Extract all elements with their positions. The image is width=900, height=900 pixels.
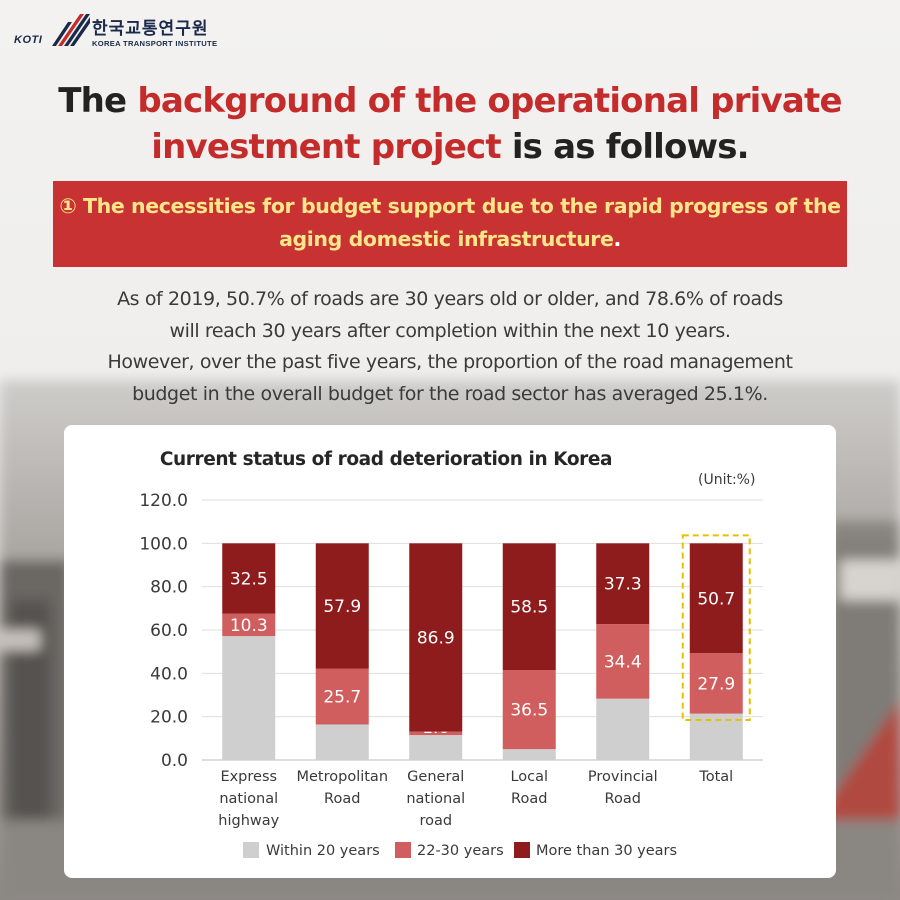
legend-swatch: [514, 842, 530, 858]
legend-label: Within 20 years: [266, 843, 380, 859]
data-label: 25.7: [323, 688, 361, 708]
headline-highlight: background of the operational private in…: [137, 81, 842, 167]
paragraph-line-2: will reach 30 years after completion wit…: [169, 319, 731, 342]
x-category-label: Metropolitan: [296, 769, 388, 785]
bar-segment: [315, 543, 369, 669]
legend-swatch: [243, 842, 259, 858]
legend-label: 22-30 years: [417, 843, 504, 859]
paragraph-line-3: However, over the past five years, the p…: [107, 351, 793, 373]
legend-label: More than 30 years: [536, 843, 677, 859]
x-category-label: highway: [218, 813, 279, 829]
bar-segment: [222, 543, 276, 614]
highlight-box-total: [681, 534, 751, 721]
bar-segment: [596, 698, 650, 760]
x-category-label: Road: [324, 791, 360, 807]
x-category-label: Road: [511, 791, 547, 807]
y-tick-label: 120.0: [139, 491, 188, 511]
bar-segment: [315, 668, 369, 725]
data-label: 32.5: [230, 570, 268, 590]
page-headline: The background of the operational privat…: [40, 78, 860, 170]
y-tick-label: 60.0: [150, 621, 188, 641]
subtitle-banner: ① The necessities for budget support due…: [53, 181, 847, 267]
bar-segment: [689, 543, 743, 654]
bar-segment: [596, 624, 650, 699]
paragraph-line-4: budget in the overall budget for the roa…: [132, 382, 768, 405]
bar-segment: [409, 731, 463, 736]
headline-part1: The: [58, 81, 138, 121]
bar-segment: [222, 613, 276, 637]
x-category-label: national: [219, 791, 278, 807]
koti-logo: KOTI 한국교통연구원 KOREA TRANSPORT INSTITUTE: [14, 12, 217, 48]
institute-name-english: KOREA TRANSPORT INSTITUTE: [92, 39, 218, 49]
y-tick-label: 80.0: [150, 578, 188, 598]
x-category-label: Provincial: [588, 769, 658, 785]
bar-segment: [689, 653, 743, 714]
x-category-label: road: [419, 813, 452, 829]
bar-segment: [222, 636, 276, 760]
data-label: 86.9: [417, 628, 455, 648]
x-category-label: Road: [605, 791, 641, 807]
data-label: 10.3: [230, 616, 268, 636]
x-category-label: national: [406, 791, 465, 807]
bar-segment: [315, 724, 369, 760]
x-category-label: General: [407, 769, 464, 785]
bar-segment: [502, 543, 556, 671]
banner-period: .: [613, 227, 622, 251]
y-tick-label: 100.0: [139, 534, 188, 554]
data-label: 37.3: [604, 575, 642, 595]
description-paragraph: As of 2019, 50.7% of roads are 30 years …: [40, 284, 860, 410]
y-tick-label: 0.0: [161, 751, 188, 771]
data-label: 27.9: [697, 674, 735, 694]
x-category-label: Local: [510, 769, 548, 785]
y-tick-label: 40.0: [150, 664, 188, 684]
koti-wordmark: KOTI: [14, 34, 43, 46]
y-tick-label: 20.0: [150, 708, 188, 728]
legend-swatch: [395, 842, 411, 858]
bar-segment: [502, 670, 556, 750]
data-label: 50.7: [697, 589, 735, 609]
chart-title: Current status of road deterioration in …: [159, 449, 613, 470]
bar-segment: [689, 713, 743, 760]
data-label: 36.5: [510, 701, 548, 721]
koti-logo-mark: KOTI: [14, 12, 90, 48]
bar-segment: [596, 543, 650, 625]
data-label: 58.5: [510, 598, 548, 618]
x-category-label: Express: [220, 769, 277, 785]
institute-name-korean: 한국교통연구원: [92, 19, 209, 39]
headline-part2: is as follows.: [500, 127, 750, 167]
data-label: 57.9: [323, 597, 361, 617]
bar-segment: [409, 543, 463, 732]
bar-segment: [409, 735, 463, 760]
bar-segment: [502, 749, 556, 760]
chart-unit: (Unit:%): [698, 472, 756, 488]
koti-stripes-icon: [52, 14, 90, 46]
banner-text: ① The necessities for budget support due…: [59, 194, 841, 251]
data-label: 34.4: [604, 652, 642, 672]
x-category-label: Total: [698, 769, 733, 785]
paragraph-line-1: As of 2019, 50.7% of roads are 30 years …: [117, 288, 783, 310]
